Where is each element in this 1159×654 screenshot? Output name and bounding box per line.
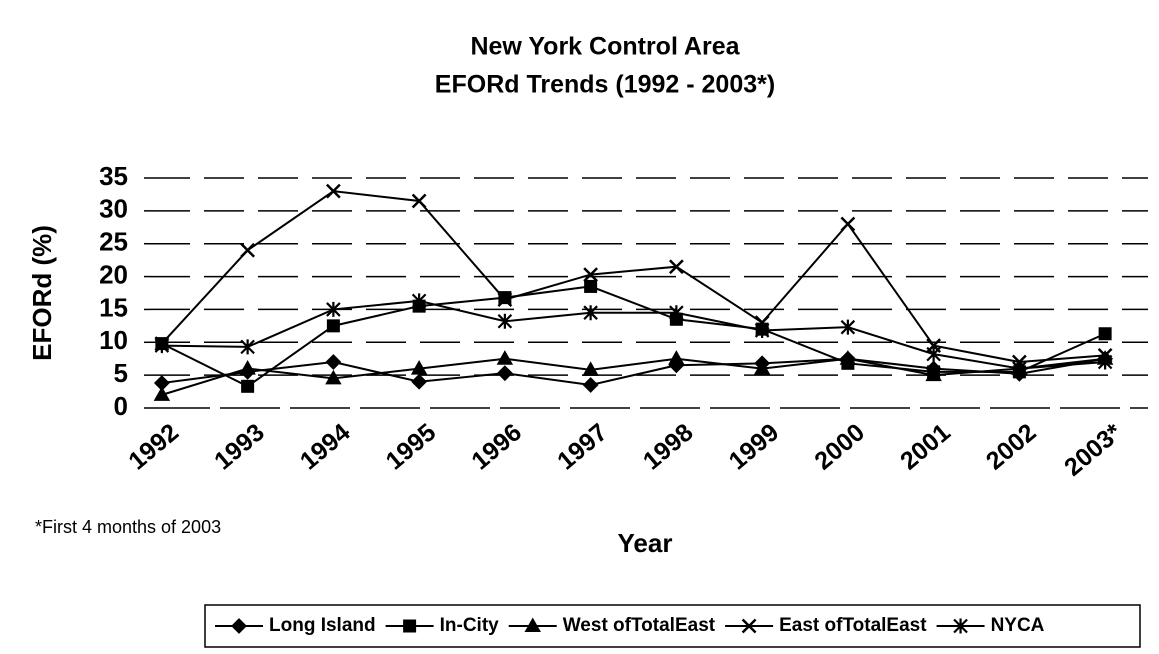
legend-label: Long Island [269, 615, 376, 636]
x-tick-label: 2003* [1059, 418, 1127, 482]
marker [668, 259, 684, 275]
marker [754, 322, 770, 338]
marker [925, 366, 942, 382]
x-tick-label: 2000 [809, 418, 870, 475]
marker [584, 279, 598, 293]
marker [325, 354, 342, 370]
y-axis-label: EFORd (%) [27, 225, 57, 361]
legend-item: Long Island [215, 615, 376, 636]
y-tick-label: 20 [99, 259, 128, 289]
legend-item: West ofTotalEast [508, 615, 716, 636]
marker [1098, 327, 1112, 341]
marker [410, 360, 428, 375]
x-tick-label: 2001 [895, 418, 956, 475]
marker [669, 305, 684, 321]
marker [741, 618, 757, 634]
legend-label: West ofTotalEast [563, 615, 716, 636]
marker [403, 619, 417, 633]
marker [1012, 361, 1027, 377]
series-line [161, 357, 1106, 387]
marker [496, 350, 514, 365]
marker [411, 373, 428, 390]
marker [241, 379, 255, 393]
marker [839, 350, 857, 365]
marker [231, 618, 247, 634]
legend-item: In-City [385, 615, 500, 636]
x-axis-label: Year [618, 528, 673, 558]
x-tick-label: 1999 [724, 418, 785, 475]
marker [326, 301, 341, 317]
marker [668, 350, 685, 365]
y-tick-label: 25 [99, 227, 128, 257]
marker [582, 361, 599, 376]
y-tick-label: 5 [114, 358, 128, 388]
marker [239, 360, 256, 375]
legend-box [204, 604, 1141, 648]
legend-label: East ofTotalEast [779, 615, 927, 636]
marker [240, 339, 255, 355]
marker [497, 292, 513, 307]
marker [326, 319, 340, 333]
marker [582, 377, 599, 393]
marker [524, 617, 541, 632]
series-line [161, 285, 1106, 388]
marker [953, 618, 968, 634]
y-tick-label: 30 [99, 194, 128, 224]
y-tick-label: 10 [99, 325, 128, 355]
marker [411, 293, 427, 309]
y-tick-label: 15 [99, 292, 128, 322]
series-line [161, 190, 1106, 364]
marker [325, 183, 341, 199]
y-tick-label: 0 [114, 391, 128, 421]
chart-title: New York Control Area [470, 33, 740, 61]
annotation: *First 4 months of 2003 [35, 517, 221, 537]
legend-label: NYCA [991, 615, 1045, 636]
series-line [161, 299, 1106, 370]
x-tick-label: 1997 [552, 418, 613, 475]
x-tick-label: 1996 [466, 418, 527, 475]
legend-item: East ofTotalEast [725, 615, 927, 636]
marker [753, 360, 771, 375]
marker [240, 242, 256, 258]
y-tick-label: 35 [99, 161, 128, 191]
marker [497, 313, 513, 329]
legend-label: In-City [440, 615, 500, 636]
legend-item: NYCA [936, 615, 1045, 636]
marker [583, 267, 599, 282]
marker [411, 193, 427, 209]
marker [840, 216, 856, 232]
marker [583, 305, 598, 321]
chart-subtitle: EFORd Trends (1992 - 2003*) [435, 71, 775, 99]
marker [1097, 354, 1113, 370]
marker [325, 369, 342, 385]
marker [153, 386, 171, 401]
marker [926, 346, 941, 362]
x-tick-label: 1998 [638, 418, 699, 475]
marker [840, 319, 856, 335]
x-tick-label: 1995 [381, 418, 442, 475]
x-tick-label: 2002 [981, 418, 1042, 475]
x-tick-label: 1994 [295, 418, 356, 475]
x-tick-label: 1992 [123, 418, 184, 475]
marker [496, 365, 513, 382]
x-tick-label: 1993 [209, 418, 270, 475]
series-line [161, 357, 1106, 396]
marker [154, 338, 170, 354]
